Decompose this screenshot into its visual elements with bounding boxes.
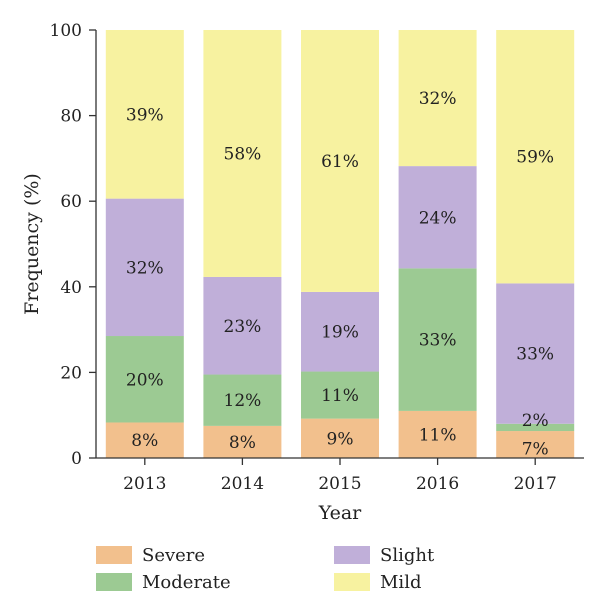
bar-segment-slight-2017 xyxy=(496,283,575,424)
legend-swatch-slight xyxy=(334,546,370,564)
y-tick-label-0: 0 xyxy=(71,449,82,469)
data-label-mild-2014: 58% xyxy=(224,144,262,164)
bar-segment-moderate-2014 xyxy=(203,374,282,426)
data-label-mild-2013: 39% xyxy=(126,105,164,125)
x-tick-label-2013: 2013 xyxy=(123,474,166,494)
x-axis-title: Year xyxy=(318,502,362,524)
x-tick-label-2016: 2016 xyxy=(416,474,459,494)
data-label-slight-2016: 24% xyxy=(419,208,457,228)
y-tick-label-40: 40 xyxy=(60,278,82,298)
x-tick-label-2015: 2015 xyxy=(318,474,361,494)
bar-segment-moderate-2015 xyxy=(301,371,379,419)
data-label-slight-2017: 33% xyxy=(516,345,554,365)
data-label-moderate-2016: 33% xyxy=(419,331,457,351)
bar-segment-moderate-2017 xyxy=(496,423,575,432)
legend-swatch-mild xyxy=(334,573,370,591)
legend-label-slight: Slight xyxy=(380,545,435,566)
data-label-severe-2015: 9% xyxy=(327,429,354,449)
legend: Severe Moderate Slight Mild xyxy=(96,545,435,593)
x-tick-label-2017: 2017 xyxy=(514,474,557,494)
legend-label-severe: Severe xyxy=(142,545,205,566)
bar-segment-mild-2015 xyxy=(301,30,379,292)
legend-label-mild: Mild xyxy=(380,572,421,593)
data-label-mild-2015: 61% xyxy=(321,152,359,172)
bar-segment-slight-2014 xyxy=(203,276,282,375)
y-tick-label-60: 60 xyxy=(60,192,82,212)
data-label-slight-2014: 23% xyxy=(224,317,262,337)
bar-segment-severe-2014 xyxy=(203,425,282,458)
legend-swatch-moderate xyxy=(96,573,132,591)
y-tick-label-80: 80 xyxy=(60,107,82,127)
bars-layer xyxy=(105,30,575,458)
data-label-moderate-2015: 11% xyxy=(321,386,359,406)
y-tick-label-20: 20 xyxy=(60,363,82,383)
data-label-mild-2016: 32% xyxy=(419,89,457,109)
data-label-severe-2013: 8% xyxy=(131,431,158,451)
bar-segment-slight-2015 xyxy=(301,291,379,372)
bar-segment-severe-2013 xyxy=(105,422,184,458)
bar-segment-moderate-2016 xyxy=(398,268,477,411)
x-tick-label-2014: 2014 xyxy=(221,474,264,494)
bar-segment-slight-2013 xyxy=(105,198,184,337)
y-axis-title: Frequency (%) xyxy=(21,173,43,315)
bar-segment-severe-2016 xyxy=(398,410,477,458)
y-tick-label-100: 100 xyxy=(50,21,82,41)
data-label-slight-2013: 32% xyxy=(126,258,164,278)
bar-segment-mild-2014 xyxy=(203,30,282,277)
data-label-slight-2015: 19% xyxy=(321,323,359,343)
bar-segment-mild-2013 xyxy=(105,30,184,199)
data-label-moderate-2014: 12% xyxy=(224,391,262,411)
bar-segment-mild-2017 xyxy=(496,30,575,284)
bar-segment-severe-2015 xyxy=(301,418,379,458)
bar-segment-moderate-2013 xyxy=(105,336,184,423)
bar-segment-slight-2016 xyxy=(398,166,477,269)
data-label-moderate-2017: 2% xyxy=(522,411,549,431)
ticks-layer: 0 20 40 60 80 100 2013 2014 2015 2016 2017 xyxy=(50,21,557,494)
data-label-moderate-2013: 20% xyxy=(126,370,164,390)
bar-segment-severe-2017 xyxy=(496,431,575,458)
legend-swatch-severe xyxy=(96,546,132,564)
data-label-severe-2014: 8% xyxy=(229,433,256,453)
data-labels-layer: 8% 20% 32% 39% 8% 12% 23% 58% 9% 11% 19% 61% 11% 33% 2… xyxy=(126,89,554,459)
legend-label-moderate: Moderate xyxy=(142,572,231,593)
data-label-mild-2017: 59% xyxy=(516,148,554,168)
data-label-severe-2016: 11% xyxy=(419,425,457,445)
bar-segment-mild-2016 xyxy=(398,30,477,167)
data-label-severe-2017: 7% xyxy=(522,440,549,460)
